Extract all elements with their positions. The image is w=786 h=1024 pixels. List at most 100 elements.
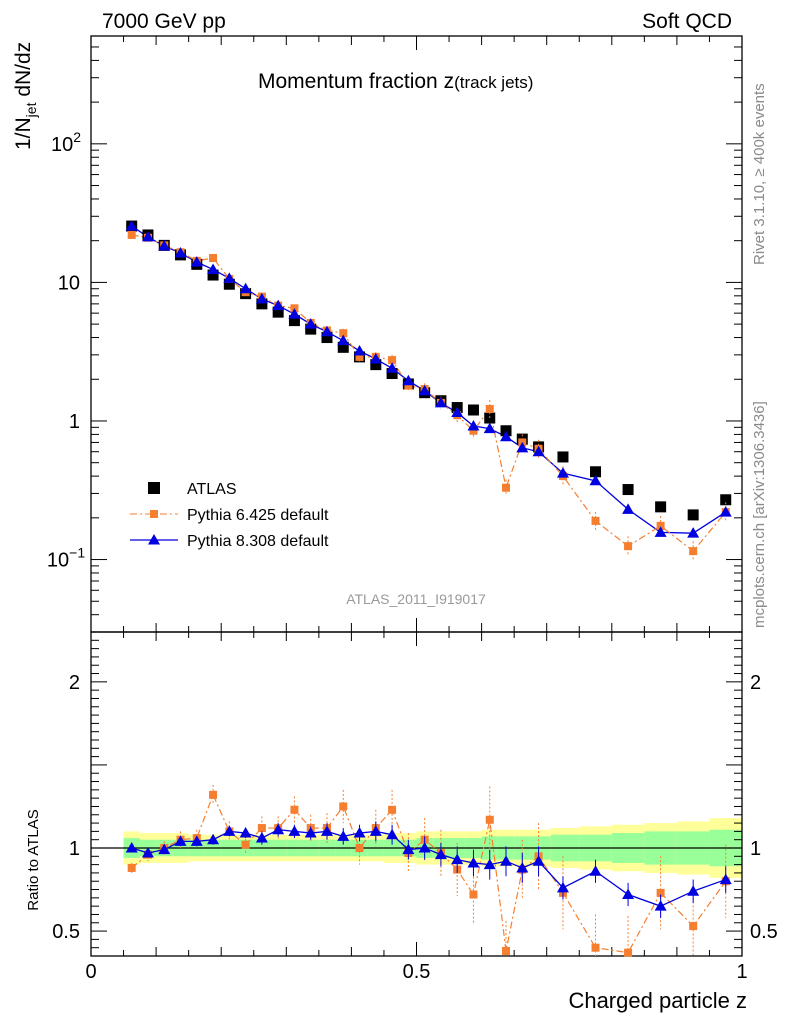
pythia8-point xyxy=(369,353,382,364)
header-right-label: Soft QCD xyxy=(642,10,732,33)
atlas-point xyxy=(223,278,235,290)
pythia8-ratio-point xyxy=(174,835,187,846)
pythia8-ratio-point xyxy=(654,900,667,911)
legend: ATLAS Pythia 6.425 default Pythia 8.308 de… xyxy=(130,481,329,550)
legend-entry-label: Pythia 8.308 default xyxy=(187,533,329,550)
y-tick-label: 1 xyxy=(69,411,80,433)
atlas-point xyxy=(622,484,634,496)
legend-atlas-marker xyxy=(148,482,160,494)
pythia8-ratio-point xyxy=(190,835,203,846)
ratio-tick-label: 0.5 xyxy=(52,921,80,943)
pythia6-point xyxy=(689,547,698,556)
pythia8-ratio-point xyxy=(589,865,602,876)
analysis-watermark: ATLAS_2011_I919017 xyxy=(346,591,486,607)
pythia8-point xyxy=(190,256,203,267)
pythia8-ratio-point xyxy=(304,827,317,838)
pythia8-point xyxy=(207,263,220,274)
atlas-point xyxy=(557,451,569,463)
atlas-point xyxy=(590,466,602,478)
x-tick-label: 0.5 xyxy=(403,961,431,983)
pythia6-point xyxy=(339,329,348,338)
pythia6-ratio-point xyxy=(257,824,266,833)
y-tick-label: 10 xyxy=(58,272,80,294)
pythia6-ratio-point xyxy=(209,790,218,799)
rivet-label: Rivet 3.1.10, ≥ 400k events xyxy=(751,83,768,265)
pythia8-point xyxy=(125,220,138,231)
atlas-point xyxy=(370,359,382,371)
series-layer xyxy=(125,220,732,957)
pythia8-point xyxy=(719,506,732,517)
legend-pythia8-marker xyxy=(148,534,160,545)
pythia6-point xyxy=(502,483,511,492)
atlas-point xyxy=(288,315,300,327)
pythia8-ratio-point xyxy=(386,828,399,840)
pythia8-ratio-point xyxy=(483,858,496,870)
atlas-point xyxy=(256,298,268,310)
pythia8-ratio-point xyxy=(532,855,545,866)
pythia8-point xyxy=(654,526,667,537)
pythia6-ratio-point xyxy=(127,863,136,872)
pythia8-ratio-point xyxy=(434,848,447,860)
atlas-point xyxy=(687,509,699,521)
pythia6-point xyxy=(127,230,136,239)
pythia8-ratio-point xyxy=(451,853,464,865)
pythia8-point xyxy=(337,334,350,346)
ratio-tick-label: 1 xyxy=(69,838,80,860)
pythia8-point xyxy=(467,419,480,431)
pythia8-point xyxy=(500,430,513,442)
pythia8-point xyxy=(223,272,236,283)
atlas-point xyxy=(337,341,349,353)
pythia6-ratio-point xyxy=(339,802,348,811)
pythia8-ratio-point xyxy=(141,846,154,858)
legend-entry-label: Pythia 6.425 default xyxy=(187,507,329,524)
pythia6-point xyxy=(656,521,665,530)
mcplots-label: mcplots.cern.ch [arXiv:1306.3436] xyxy=(751,401,768,628)
pythia8-point xyxy=(353,344,366,356)
pythia8-point xyxy=(556,467,569,478)
ratio-tick-label-right: 1 xyxy=(750,838,761,860)
pythia8-point xyxy=(687,527,700,538)
ratio-tick-label-right: 2 xyxy=(750,672,761,694)
pythia6-ratio-point xyxy=(689,922,698,931)
pythia6-point xyxy=(624,542,633,551)
pythia8-point xyxy=(589,474,602,486)
pythia8-ratio-point xyxy=(239,827,252,838)
pythia8-ratio-point xyxy=(369,825,382,836)
pythia8-point xyxy=(255,292,268,304)
atlas-point xyxy=(655,501,667,513)
pythia8-ratio-point xyxy=(719,873,732,885)
atlas-point xyxy=(484,412,496,424)
pythia8-ratio-point xyxy=(125,842,138,853)
pythia6-ratio-point xyxy=(502,947,511,956)
atlas-point xyxy=(305,323,317,335)
pythia6-ratio-point xyxy=(241,840,250,849)
pythia6-point xyxy=(388,356,397,365)
ratio-tick-label: 2 xyxy=(69,672,80,694)
pythia8-ratio-point xyxy=(516,861,529,873)
pythia8-point xyxy=(288,308,301,319)
x-tick-label: 0 xyxy=(85,961,96,983)
pythia8-ratio-point xyxy=(418,842,431,853)
y-tick-label: 10−1 xyxy=(47,545,85,572)
y-tick-label: 102 xyxy=(51,129,81,156)
atlas-point xyxy=(720,494,732,506)
pythia8-ratio-point xyxy=(288,825,301,836)
pythia8-ratio-point xyxy=(687,885,700,896)
ratio-plot-border xyxy=(90,631,743,957)
pythia6-point xyxy=(485,405,494,414)
pythia6-point xyxy=(209,253,218,262)
legend-pythia6-marker xyxy=(150,510,158,518)
pythia6-ratio-point xyxy=(290,805,299,814)
pythia6-ratio-point xyxy=(591,943,600,952)
pythia8-ratio-point xyxy=(207,833,220,845)
ratio-axis-label: Ratio to ATLAS xyxy=(25,809,42,910)
pythia6-ratio-point xyxy=(624,948,633,957)
x-tick-label: 1 xyxy=(736,961,747,983)
pythia6-point xyxy=(355,352,364,361)
atlas-point xyxy=(386,368,398,380)
pythia8-point xyxy=(158,240,171,251)
pythia6-ratio-point xyxy=(469,890,478,899)
ratio-tick-label-right: 0.5 xyxy=(750,921,778,943)
pythia8-ratio-point xyxy=(320,825,333,836)
pythia8-ratio-point xyxy=(467,856,480,868)
